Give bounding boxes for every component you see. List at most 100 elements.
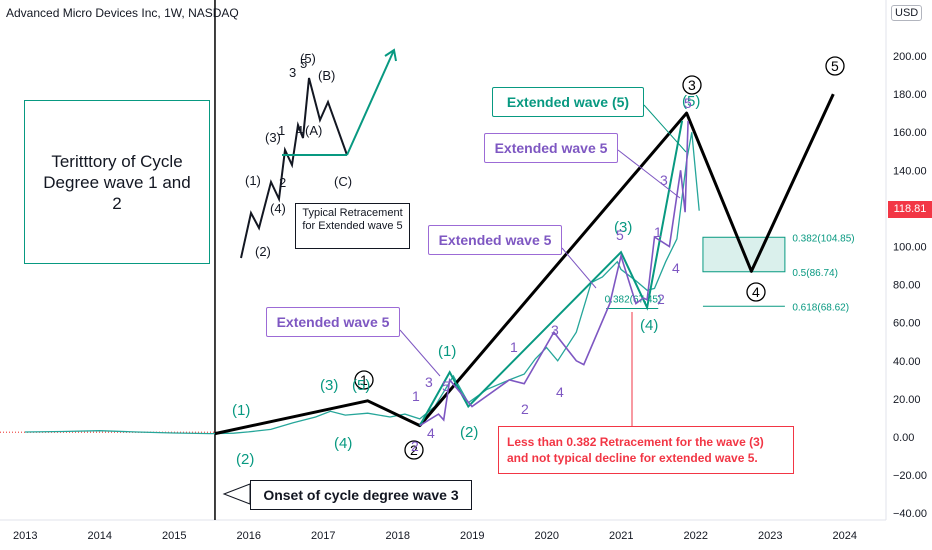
- callout-line-c: [617, 149, 681, 199]
- primary-wave-label: (3): [320, 377, 338, 394]
- minor-wave-label: 4: [672, 260, 680, 276]
- callout-line-a: [399, 329, 441, 377]
- primary-wave-path: [418, 120, 684, 427]
- schematic-label: (A): [305, 123, 322, 138]
- onset-pointer: [222, 483, 251, 505]
- extended-wave5-label-b: Extended wave 5: [428, 225, 562, 255]
- minor-wave-label: 3: [551, 322, 559, 338]
- cycle-wave-label: 2: [410, 442, 418, 458]
- cycle-wave-label: 3: [688, 77, 696, 93]
- minor-wave-label: 4: [427, 425, 435, 441]
- y-tick-label: 160.00: [893, 127, 927, 139]
- x-tick-label: 2018: [386, 530, 410, 542]
- cycle-wave-label: 1: [360, 372, 368, 388]
- schematic-label: (3): [265, 130, 281, 145]
- minor-wave-label: 5: [684, 95, 692, 111]
- y-tick-label: 140.00: [893, 165, 927, 177]
- primary-wave-label: (1): [232, 402, 250, 419]
- schematic-label: 4: [296, 123, 303, 138]
- y-tick-label: 20.00: [893, 394, 921, 406]
- cycle-wave-circle: [404, 440, 424, 460]
- primary-wave-label: (5): [682, 93, 700, 110]
- callout-line-green: [643, 104, 687, 153]
- fib-label-0382: 0.382(104.85): [792, 233, 854, 244]
- schematic-label: (1): [245, 173, 261, 188]
- minor-wave-label: 5: [616, 227, 624, 243]
- x-tick-label: 2019: [460, 530, 484, 542]
- typical-retracement-box: Typical Retracement for Extended wave 5: [295, 203, 410, 249]
- minor-wave-label: 5: [442, 378, 450, 394]
- schematic-label: (B): [318, 68, 335, 83]
- y-tick-label: 40.00: [893, 356, 921, 368]
- primary-wave-label: (1): [438, 343, 456, 360]
- minor-wave-label: 1: [412, 388, 420, 404]
- y-tick-label: 200.00: [893, 51, 927, 63]
- onset-label: Onset of cycle degree wave 3: [250, 480, 472, 510]
- x-tick-label: 2023: [758, 530, 782, 542]
- x-tick-label: 2021: [609, 530, 633, 542]
- fib-label-0382-wave4: 0.382(67.45): [605, 295, 662, 306]
- cycle-wave-path: [214, 93, 835, 436]
- retracement-note: Less than 0.382 Retracement for the wave…: [498, 426, 794, 474]
- schematic-label: (C): [334, 174, 352, 189]
- minor-wave-label: 3: [425, 374, 433, 390]
- cycle-wave-circle: [746, 282, 766, 302]
- schematic-label: 2: [279, 175, 286, 190]
- x-tick-label: 2015: [162, 530, 186, 542]
- cycle-wave-circle: [825, 56, 845, 76]
- minor-wave-label: 2: [411, 438, 419, 454]
- extended-wave5-label-a: Extended wave 5: [266, 307, 400, 337]
- typical-retracement-text: Typical Retracement for Extended wave 5: [302, 207, 403, 232]
- fib-label-0618: 0.618(68.62): [792, 302, 849, 313]
- territory-text: Teritttory of Cycle Degree wave 1 and 2: [43, 151, 191, 213]
- minor-wave-path: [419, 120, 689, 427]
- y-tick-label: 180.00: [893, 89, 927, 101]
- cycle-wave-circle: [354, 370, 374, 390]
- x-tick-label: 2013: [13, 530, 37, 542]
- primary-wave-label: (4): [640, 317, 658, 334]
- minor-wave-label: 4: [556, 384, 564, 400]
- y-tick-label: −40.00: [893, 508, 927, 520]
- x-tick-label: 2016: [237, 530, 261, 542]
- x-tick-label: 2017: [311, 530, 335, 542]
- chart-title: Advanced Micro Devices Inc, 1W, NASDAQ: [6, 6, 239, 20]
- minor-wave-label: 1: [654, 224, 662, 240]
- schematic-sketch: [240, 77, 348, 259]
- schematic-label: (4): [270, 201, 286, 216]
- last-price-tag: 118.81: [888, 201, 932, 218]
- y-tick-label: −20.00: [893, 470, 927, 482]
- minor-wave-label: 3: [660, 172, 668, 188]
- territory-box: Teritttory of Cycle Degree wave 1 and 2: [24, 100, 210, 264]
- y-tick-label: 60.00: [893, 318, 921, 330]
- cycle-wave-circle: [682, 75, 702, 95]
- y-tick-label: 80.00: [893, 280, 921, 292]
- schematic-arrow-head: [384, 48, 397, 62]
- primary-wave-label: (2): [460, 424, 478, 441]
- schematic-label: 5: [300, 56, 307, 71]
- primary-wave-label: (4): [334, 435, 352, 452]
- y-tick-label: 0.00: [893, 432, 914, 444]
- callout-line-b: [561, 247, 597, 289]
- x-tick-label: 2014: [88, 530, 112, 542]
- cycle-wave-label: 5: [831, 58, 839, 74]
- currency-button[interactable]: USD: [891, 5, 923, 21]
- y-tick-label: 100.00: [893, 242, 927, 254]
- primary-wave-label: (2): [236, 451, 254, 468]
- minor-wave-label: 1: [510, 339, 518, 355]
- schematic-label: 1: [278, 123, 285, 138]
- schematic-arrow: [346, 49, 395, 156]
- schematic-label: 3: [289, 65, 296, 80]
- minor-wave-label: 2: [657, 291, 665, 307]
- extended-wave5-green-label: Extended wave (5): [492, 87, 644, 117]
- primary-wave-label: (5): [352, 377, 370, 394]
- schematic-label: (2): [255, 244, 271, 259]
- cycle-wave-label: 4: [752, 284, 760, 300]
- x-tick-label: 2022: [684, 530, 708, 542]
- primary-wave-label: (3): [614, 219, 632, 236]
- x-tick-label: 2020: [535, 530, 559, 542]
- x-tick-label: 2024: [833, 530, 857, 542]
- minor-wave-label: 2: [521, 401, 529, 417]
- fib-label-05: 0.5(86.74): [792, 268, 838, 279]
